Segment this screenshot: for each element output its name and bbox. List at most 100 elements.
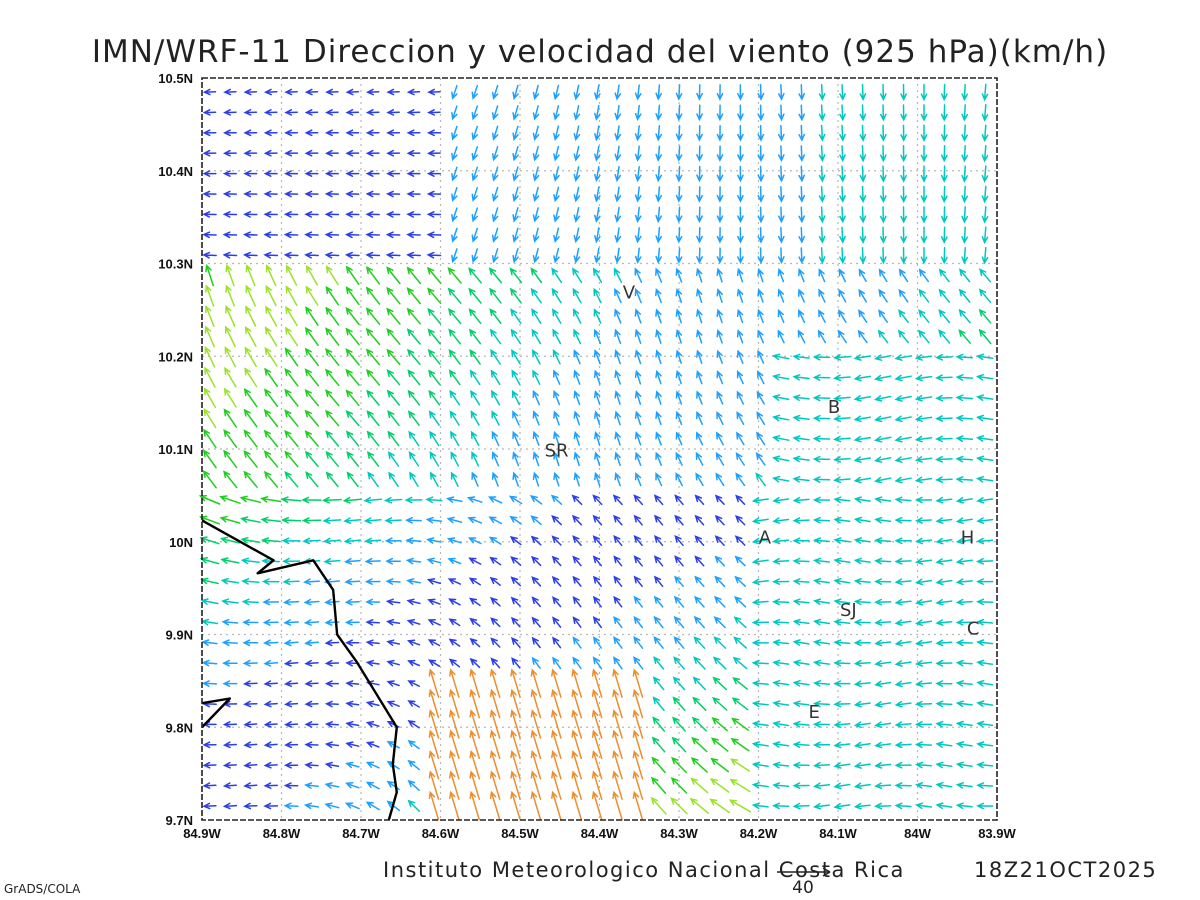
wind-vector	[961, 165, 969, 183]
wind-vector	[345, 389, 360, 407]
wind-vector	[955, 598, 973, 606]
wind-vector	[818, 165, 826, 183]
wind-vector	[839, 206, 846, 224]
wind-vector	[451, 248, 458, 264]
wind-vector	[407, 680, 420, 687]
wind-vector	[222, 721, 238, 728]
wind-vector	[735, 472, 746, 487]
wind-vector	[449, 749, 460, 780]
wind-vector	[243, 741, 258, 749]
wind-vector	[594, 451, 601, 467]
wind-vector	[792, 537, 810, 545]
wind-vector	[812, 782, 831, 790]
wind-vector	[551, 668, 562, 698]
wind-vector	[592, 494, 603, 506]
wind-vector	[573, 227, 581, 244]
wind-vector	[613, 595, 623, 608]
wind-vector	[981, 124, 989, 143]
wind-vector	[798, 84, 806, 101]
wind-vector	[571, 790, 583, 821]
wind-vector	[409, 471, 419, 488]
wind-vector	[450, 471, 459, 487]
coastline-fragment	[201, 697, 232, 729]
wind-vector	[260, 516, 281, 524]
wind-vector	[386, 307, 401, 325]
wind-vector	[385, 557, 402, 565]
wind-vector	[468, 577, 481, 586]
wind-vector	[655, 104, 663, 122]
wind-vector	[304, 430, 319, 447]
wind-vector	[853, 516, 871, 524]
wind-vector	[634, 206, 642, 224]
wind-vector	[512, 451, 520, 467]
wind-vector	[958, 288, 971, 303]
wind-vector	[532, 471, 540, 487]
wind-vector	[243, 408, 258, 428]
wind-vector	[572, 287, 582, 304]
wind-vector	[365, 348, 381, 366]
wind-vector	[284, 129, 299, 137]
wind-vector	[263, 88, 278, 96]
wind-vector	[551, 749, 562, 780]
wind-vector	[511, 389, 521, 406]
wind-vector	[260, 537, 281, 544]
wind-vector	[914, 700, 933, 708]
wind-vector	[451, 207, 458, 223]
wind-vector	[696, 349, 703, 365]
wind-vector	[243, 387, 258, 408]
wind-vector	[874, 741, 892, 749]
wind-vector	[696, 84, 703, 101]
wind-vector	[633, 514, 643, 526]
wind-vector	[894, 395, 912, 402]
wind-vector	[634, 104, 642, 122]
wind-vector	[900, 145, 907, 163]
wind-vector	[304, 782, 319, 789]
wind-vector	[573, 104, 581, 121]
wind-vector	[222, 659, 238, 667]
wind-vector	[551, 770, 562, 800]
wind-vector	[284, 721, 299, 728]
wind-vector	[509, 515, 522, 525]
wind-vector	[263, 680, 278, 687]
wind-vector	[571, 709, 583, 739]
wind-vector	[812, 721, 831, 728]
wind-vector	[833, 476, 851, 484]
wind-vector	[242, 619, 259, 626]
wind-vector	[716, 226, 724, 244]
wind-vector	[914, 435, 933, 443]
wind-vector	[345, 88, 360, 96]
wind-vector	[859, 124, 867, 142]
wind-vector	[874, 496, 892, 504]
wind-vector	[427, 619, 441, 626]
wind-vector	[530, 267, 543, 284]
wind-vector	[853, 721, 871, 729]
wind-vector	[386, 680, 400, 687]
wind-vector	[532, 410, 540, 426]
wind-vector	[325, 109, 339, 116]
wind-vector	[386, 266, 401, 285]
wind-vector	[914, 496, 933, 504]
wind-vector	[468, 308, 482, 325]
wind-vector	[777, 226, 785, 244]
wind-vector	[241, 598, 259, 606]
wind-vector	[551, 535, 562, 546]
wind-vector	[693, 636, 706, 649]
wind-vector	[553, 227, 560, 244]
wind-vector	[551, 287, 562, 304]
wind-vector	[303, 802, 320, 810]
wind-vector	[219, 536, 240, 544]
wind-vector	[634, 287, 642, 304]
wind-vector	[364, 557, 381, 565]
wind-vector	[716, 390, 724, 405]
wind-vector	[653, 636, 664, 649]
wind-vector	[715, 451, 725, 466]
wind-vector	[653, 656, 665, 670]
wind-vector	[734, 555, 746, 567]
wind-vector	[655, 206, 663, 224]
wind-vector	[736, 267, 744, 283]
wind-vector	[345, 409, 360, 427]
wind-vector	[955, 578, 973, 586]
wind-vector	[751, 720, 769, 728]
wind-vector	[201, 680, 218, 687]
wind-vector	[920, 165, 928, 183]
